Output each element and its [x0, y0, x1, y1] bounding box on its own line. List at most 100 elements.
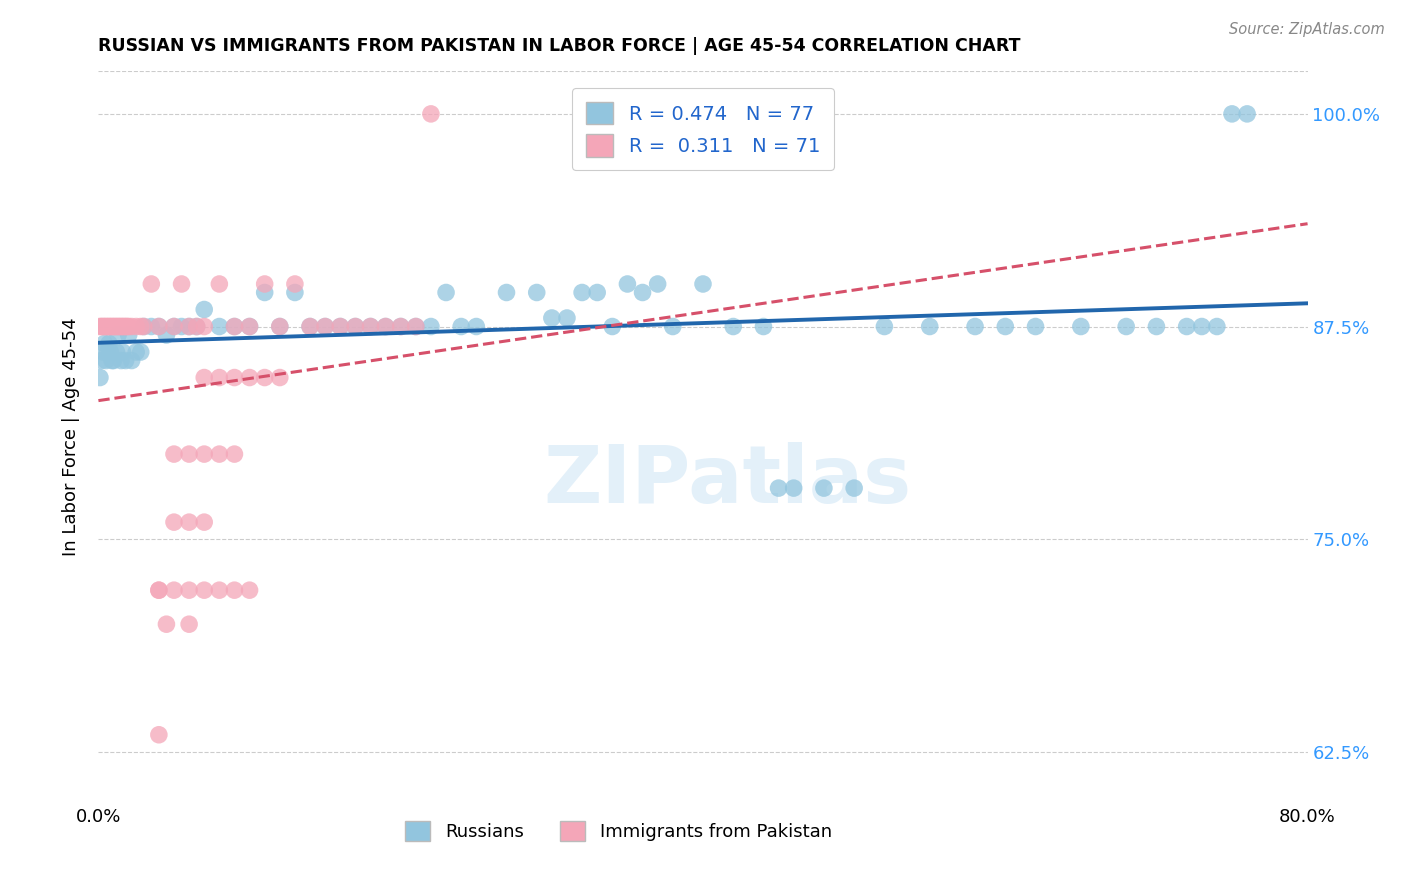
Point [844, 481, 866, 495]
Y-axis label: In Labor Force | Age 45-54: In Labor Force | Age 45-54 [62, 318, 80, 557]
Point [111, 345, 134, 359]
Point [91, 345, 114, 359]
Point [193, 515, 215, 529]
Point [163, 515, 186, 529]
Point [813, 481, 835, 495]
Point [89, 319, 111, 334]
Point [90, 353, 112, 368]
Point [111, 319, 134, 334]
Point [434, 285, 457, 300]
Point [420, 107, 443, 121]
Point [110, 353, 132, 368]
Point [692, 277, 714, 291]
Point [93, 336, 115, 351]
Point [405, 319, 427, 334]
Point [586, 285, 609, 300]
Point [224, 319, 246, 334]
Point [186, 319, 208, 334]
Point [1070, 319, 1092, 334]
Point [163, 583, 186, 598]
Point [631, 285, 654, 300]
Point [101, 353, 124, 368]
Legend: Russians, Immigrants from Pakistan: Russians, Immigrants from Pakistan [398, 814, 839, 848]
Point [193, 319, 215, 334]
Point [616, 277, 638, 291]
Point [101, 319, 124, 334]
Point [389, 319, 412, 334]
Point [98, 336, 121, 351]
Point [118, 319, 141, 334]
Point [110, 319, 132, 334]
Point [284, 285, 307, 300]
Point [107, 328, 129, 343]
Point [94, 319, 117, 334]
Point [768, 481, 790, 495]
Point [344, 319, 367, 334]
Point [344, 319, 367, 334]
Point [571, 285, 593, 300]
Point [179, 617, 201, 632]
Point [129, 319, 152, 334]
Point [208, 583, 231, 598]
Point [239, 319, 262, 334]
Point [103, 353, 125, 368]
Point [91, 319, 114, 334]
Point [360, 319, 382, 334]
Text: RUSSIAN VS IMMIGRANTS FROM PAKISTAN IN LABOR FORCE | AGE 45-54 CORRELATION CHART: RUSSIAN VS IMMIGRANTS FROM PAKISTAN IN L… [98, 37, 1021, 54]
Point [100, 319, 122, 334]
Point [450, 319, 472, 334]
Point [526, 285, 548, 300]
Point [103, 319, 125, 334]
Point [90, 319, 112, 334]
Point [98, 319, 121, 334]
Point [783, 481, 806, 495]
Point [179, 319, 201, 334]
Point [115, 319, 138, 334]
Point [193, 447, 215, 461]
Point [132, 319, 155, 334]
Point [1220, 107, 1243, 121]
Point [405, 319, 427, 334]
Point [155, 617, 177, 632]
Point [94, 353, 117, 368]
Point [96, 345, 118, 359]
Point [105, 319, 128, 334]
Point [374, 319, 396, 334]
Point [269, 319, 291, 334]
Point [163, 447, 186, 461]
Point [148, 319, 170, 334]
Point [239, 319, 262, 334]
Point [253, 370, 276, 384]
Point [105, 345, 128, 359]
Point [540, 311, 562, 326]
Text: ZIPatlas: ZIPatlas [543, 442, 911, 520]
Point [148, 583, 170, 598]
Point [555, 311, 578, 326]
Point [360, 319, 382, 334]
Point [141, 319, 163, 334]
Point [100, 345, 122, 359]
Point [661, 319, 683, 334]
Point [1191, 319, 1213, 334]
Point [1236, 107, 1258, 121]
Point [93, 319, 115, 334]
Point [253, 285, 276, 300]
Point [208, 447, 231, 461]
Point [495, 285, 517, 300]
Point [163, 319, 186, 334]
Text: Source: ZipAtlas.com: Source: ZipAtlas.com [1229, 22, 1385, 37]
Point [299, 319, 322, 334]
Point [224, 319, 246, 334]
Point [193, 370, 215, 384]
Point [723, 319, 745, 334]
Point [994, 319, 1017, 334]
Point [329, 319, 352, 334]
Point [1144, 319, 1167, 334]
Point [96, 319, 118, 334]
Point [89, 370, 111, 384]
Point [125, 345, 148, 359]
Point [299, 319, 322, 334]
Point [112, 319, 135, 334]
Point [1175, 319, 1198, 334]
Point [170, 277, 193, 291]
